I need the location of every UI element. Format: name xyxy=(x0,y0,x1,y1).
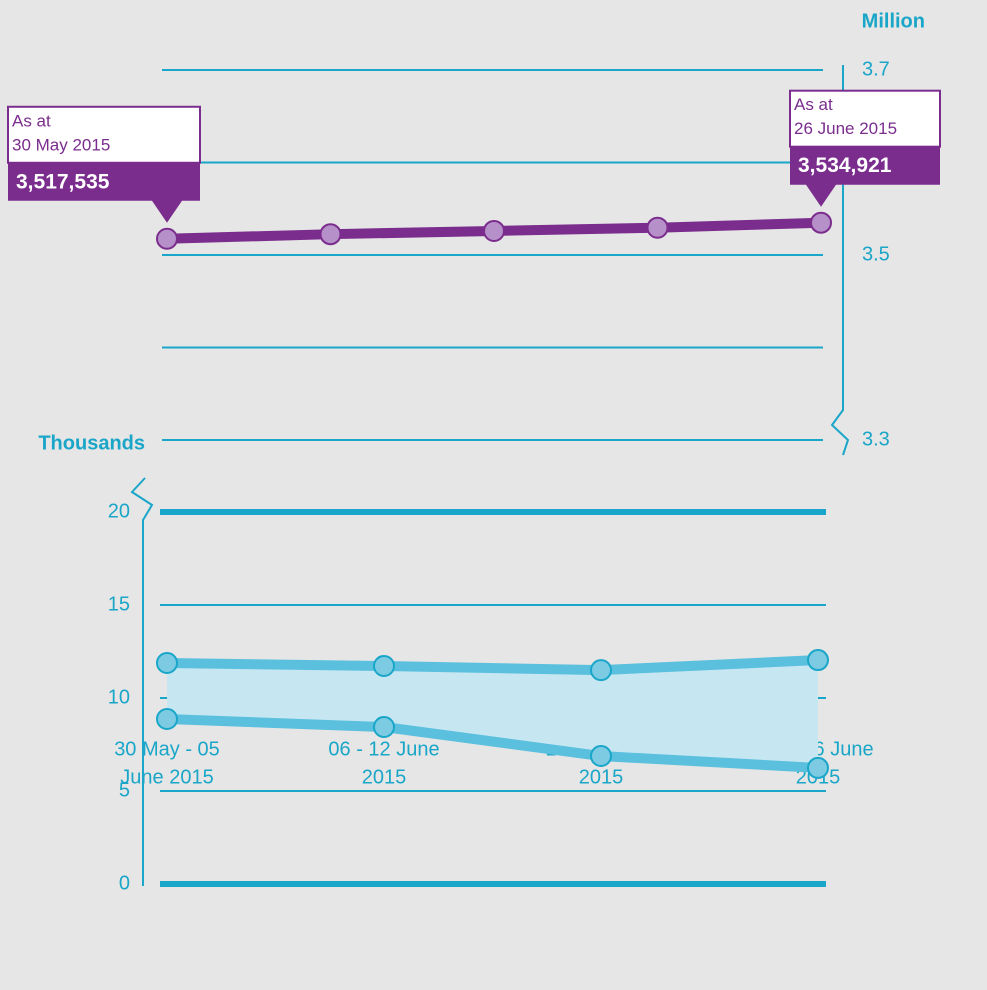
marker xyxy=(483,219,505,242)
y-tick-label: 20 xyxy=(108,500,130,522)
y-tick-label: 3.3 xyxy=(862,428,890,450)
x-tick-label: June 2015 xyxy=(120,766,213,788)
x-tick-label: 2015 xyxy=(362,766,407,788)
marker xyxy=(156,652,178,675)
callout-value-box xyxy=(790,146,940,207)
callout-text: As at xyxy=(794,95,833,114)
marker xyxy=(590,659,612,682)
marker xyxy=(590,745,612,768)
x-tick-label: 2015 xyxy=(579,766,624,788)
y-tick-label: 15 xyxy=(108,593,130,615)
marker xyxy=(810,211,832,234)
callout-box xyxy=(7,105,201,164)
marker xyxy=(156,708,178,731)
marker xyxy=(373,655,395,678)
marker xyxy=(319,223,342,246)
marker xyxy=(807,756,829,779)
line xyxy=(166,655,819,676)
y-axis-right xyxy=(830,65,850,456)
marker xyxy=(807,649,829,672)
y-tick-label: 3.7 xyxy=(862,58,890,80)
x-tick-label: 30 May - 05 xyxy=(114,738,220,760)
marker xyxy=(646,216,669,239)
y-axis-label: Million xyxy=(862,10,925,32)
callout-text: 26 June 2015 xyxy=(794,119,897,138)
y-axis-label: Thousands xyxy=(38,432,145,454)
y-tick-label: 3.5 xyxy=(862,243,890,265)
y-axis-left xyxy=(130,477,154,886)
band xyxy=(167,660,818,768)
y-tick-label: 0 xyxy=(119,872,130,894)
marker xyxy=(156,227,178,250)
y-tick-label: 10 xyxy=(108,686,130,708)
callout-text: 30 May 2015 xyxy=(12,135,110,154)
line xyxy=(166,714,819,773)
y-tick-label: 5 xyxy=(119,779,130,801)
callout-box xyxy=(789,89,941,148)
marker xyxy=(373,716,395,739)
data-label: 3,534,921 xyxy=(798,154,892,177)
callout-text: As at xyxy=(12,111,51,130)
callout-value-box xyxy=(8,162,200,223)
data-label: 3,517,535 xyxy=(16,170,110,193)
x-tick-label: 06 - 12 June xyxy=(328,738,439,760)
